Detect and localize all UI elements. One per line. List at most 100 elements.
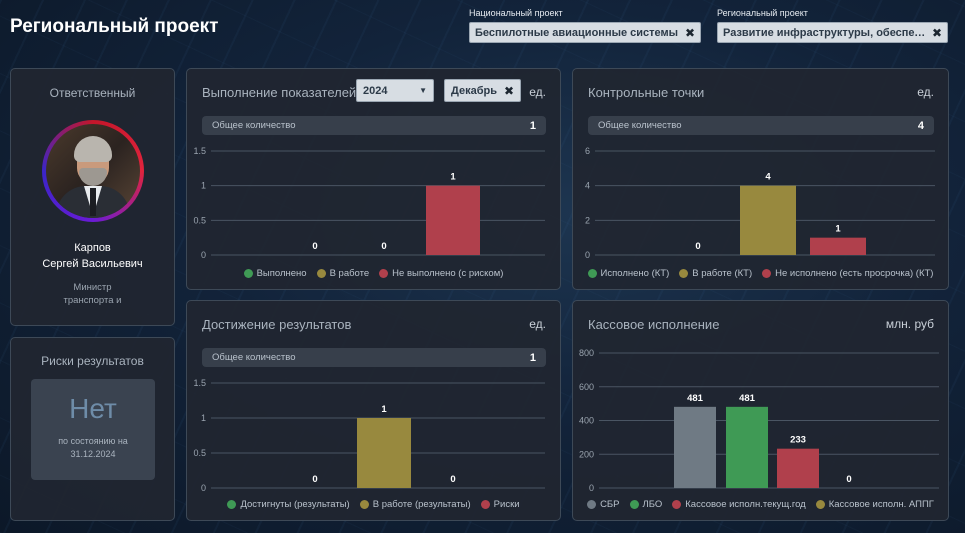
legend-item[interactable]: Не исполнено (есть просрочка) (КТ)	[762, 268, 933, 279]
bar-2[interactable]	[357, 418, 411, 488]
legend-item[interactable]: Кассовое исполн.текущ.год	[672, 499, 806, 510]
legend-item[interactable]: В работе	[316, 268, 369, 279]
indicators-total-value: 1	[529, 119, 536, 132]
regional-project-label: Региональный проект	[717, 8, 808, 18]
checkpoints-legend: Исполнено (КТ) В работе (КТ) Не исполнено …	[573, 268, 948, 279]
legend-label: Риски	[493, 499, 520, 510]
checkpoints-panel: Контрольные точки ед. Общее количество 4…	[572, 68, 949, 290]
risks-panel: Риски результатов Нет по состоянию на 31…	[10, 337, 175, 521]
cash-unit: млн. руб	[885, 317, 934, 331]
checkpoints-total: Общее количество 4	[588, 116, 934, 135]
results-legend: Достигнуты (результаты) В работе (результ…	[187, 499, 560, 510]
results-chart: 0 0.5 1 1.5 0 1 0	[193, 378, 545, 493]
bar-2[interactable]	[726, 406, 768, 488]
risks-note: по состоянию на 31.12.2024	[58, 436, 128, 459]
cash-title: Кассовое исполнение	[588, 317, 720, 332]
legend-label: В работе (результаты)	[372, 499, 471, 510]
y-tick-label: 800	[579, 348, 594, 358]
bar-value-label: 0	[381, 241, 386, 252]
results-panel: Достижение результатов ед. Общее количес…	[186, 300, 561, 521]
bar-value-label: 0	[450, 474, 455, 485]
checkpoints-total-label: Общее количество	[598, 120, 682, 131]
bar-3[interactable]	[810, 237, 866, 255]
legend-item[interactable]: СБР	[587, 499, 620, 510]
national-project-filter: Национальный проект Беспилотные авиацион…	[469, 8, 701, 43]
legend-dot-icon	[227, 500, 237, 509]
legend-dot-icon	[379, 269, 389, 278]
legend-dot-icon	[243, 269, 253, 278]
bar-value-label: 1	[835, 224, 841, 235]
legend-label: Не выполнено (с риском)	[392, 268, 504, 279]
legend-item[interactable]: Не выполнено (с риском)	[379, 268, 503, 279]
legend-label: Не исполнено (есть просрочка) (КТ)	[775, 268, 934, 279]
legend-item[interactable]: В работе (результаты)	[359, 499, 471, 510]
indicators-panel: Выполнение показателей 2024 ▼ Декабрь ✖ …	[186, 68, 561, 290]
month-select[interactable]: Декабрь ✖	[444, 79, 521, 102]
legend-item[interactable]: Риски	[480, 499, 520, 510]
legend-label: ЛБО	[642, 499, 663, 510]
avatar[interactable]	[46, 124, 140, 218]
bar-value-label: 4	[765, 172, 771, 183]
indicators-legend: Выполнено В работе Не выполнено (с риском)	[187, 268, 560, 279]
legend-item[interactable]: Кассовое исполн. АППГ	[815, 499, 934, 510]
responsible-title: Ответственный	[49, 86, 136, 100]
risks-value: Нет	[69, 393, 117, 424]
checkpoints-unit: ед.	[917, 85, 934, 99]
bar-value-label: 233	[790, 435, 806, 446]
y-tick-label: 1	[201, 413, 206, 423]
legend-dot-icon	[629, 500, 639, 509]
bar-1[interactable]	[674, 406, 716, 488]
bar-value-label: 1	[381, 404, 387, 415]
responsible-name: Карпов Сергей Васильевич	[42, 242, 143, 270]
bar-3[interactable]	[426, 185, 480, 255]
year-value: 2024	[363, 84, 388, 97]
y-tick-label: 2	[585, 215, 590, 225]
legend-item[interactable]: В работе (КТ)	[679, 268, 752, 279]
bar-value-label: 0	[695, 241, 700, 252]
y-tick-label: 200	[579, 449, 594, 459]
national-project-label: Национальный проект	[469, 8, 563, 18]
bar-value-label: 0	[846, 474, 851, 485]
y-tick-label: 600	[579, 382, 594, 392]
legend-label: Кассовое исполн.текущ.год	[685, 499, 806, 510]
legend-item[interactable]: ЛБО	[629, 499, 663, 510]
checkpoints-total-value: 4	[917, 119, 924, 132]
y-tick-label: 4	[585, 181, 590, 191]
indicators-unit: ед.	[529, 85, 546, 99]
legend-dot-icon	[672, 500, 682, 509]
indicators-total: Общее количество 1	[202, 116, 546, 135]
checkpoints-title: Контрольные точки	[588, 85, 705, 100]
regional-project-select[interactable]: Развитие инфраструктуры, обеспече... ✖	[717, 22, 948, 43]
legend-item[interactable]: Исполнено (КТ)	[587, 268, 669, 279]
chevron-down-icon: ▼	[419, 86, 427, 95]
clear-national-icon[interactable]: ✖	[684, 25, 695, 40]
results-title: Достижение результатов	[202, 317, 352, 332]
legend-label: СБР	[600, 499, 620, 510]
legend-item[interactable]: Достигнуты (результаты)	[227, 499, 350, 510]
y-tick-label: 1.5	[193, 378, 206, 388]
bar-3[interactable]	[777, 448, 819, 488]
national-project-select[interactable]: Беспилотные авиационные системы ✖	[469, 22, 701, 43]
clear-regional-icon[interactable]: ✖	[931, 25, 942, 40]
bar-2[interactable]	[740, 185, 796, 255]
cash-chart: 0 200 400 600 800 481 481 233 0	[579, 348, 939, 493]
bar-value-label: 481	[687, 393, 704, 404]
legend-dot-icon	[480, 500, 490, 509]
year-select[interactable]: 2024 ▼	[356, 79, 434, 102]
clear-month-icon[interactable]: ✖	[503, 83, 514, 98]
legend-label: В работе (КТ)	[692, 268, 753, 279]
bar-value-label: 481	[739, 393, 756, 404]
responsible-position: Министр транспорта и	[63, 282, 122, 306]
y-tick-label: 1.5	[193, 146, 206, 156]
month-value: Декабрь	[451, 84, 497, 97]
results-unit: ед.	[529, 317, 546, 331]
national-project-value: Беспилотные авиационные системы	[475, 26, 679, 39]
legend-dot-icon	[359, 500, 369, 509]
y-tick-label: 0	[589, 483, 594, 493]
cash-legend: СБР ЛБО Кассовое исполн.текущ.год Кассовое …	[573, 499, 948, 510]
y-tick-label: 0.5	[193, 448, 206, 458]
regional-project-filter: Региональный проект Развитие инфраструкт…	[717, 8, 948, 43]
legend-dot-icon	[762, 269, 772, 278]
results-total-value: 1	[529, 351, 536, 364]
legend-item[interactable]: Выполнено	[243, 268, 307, 279]
